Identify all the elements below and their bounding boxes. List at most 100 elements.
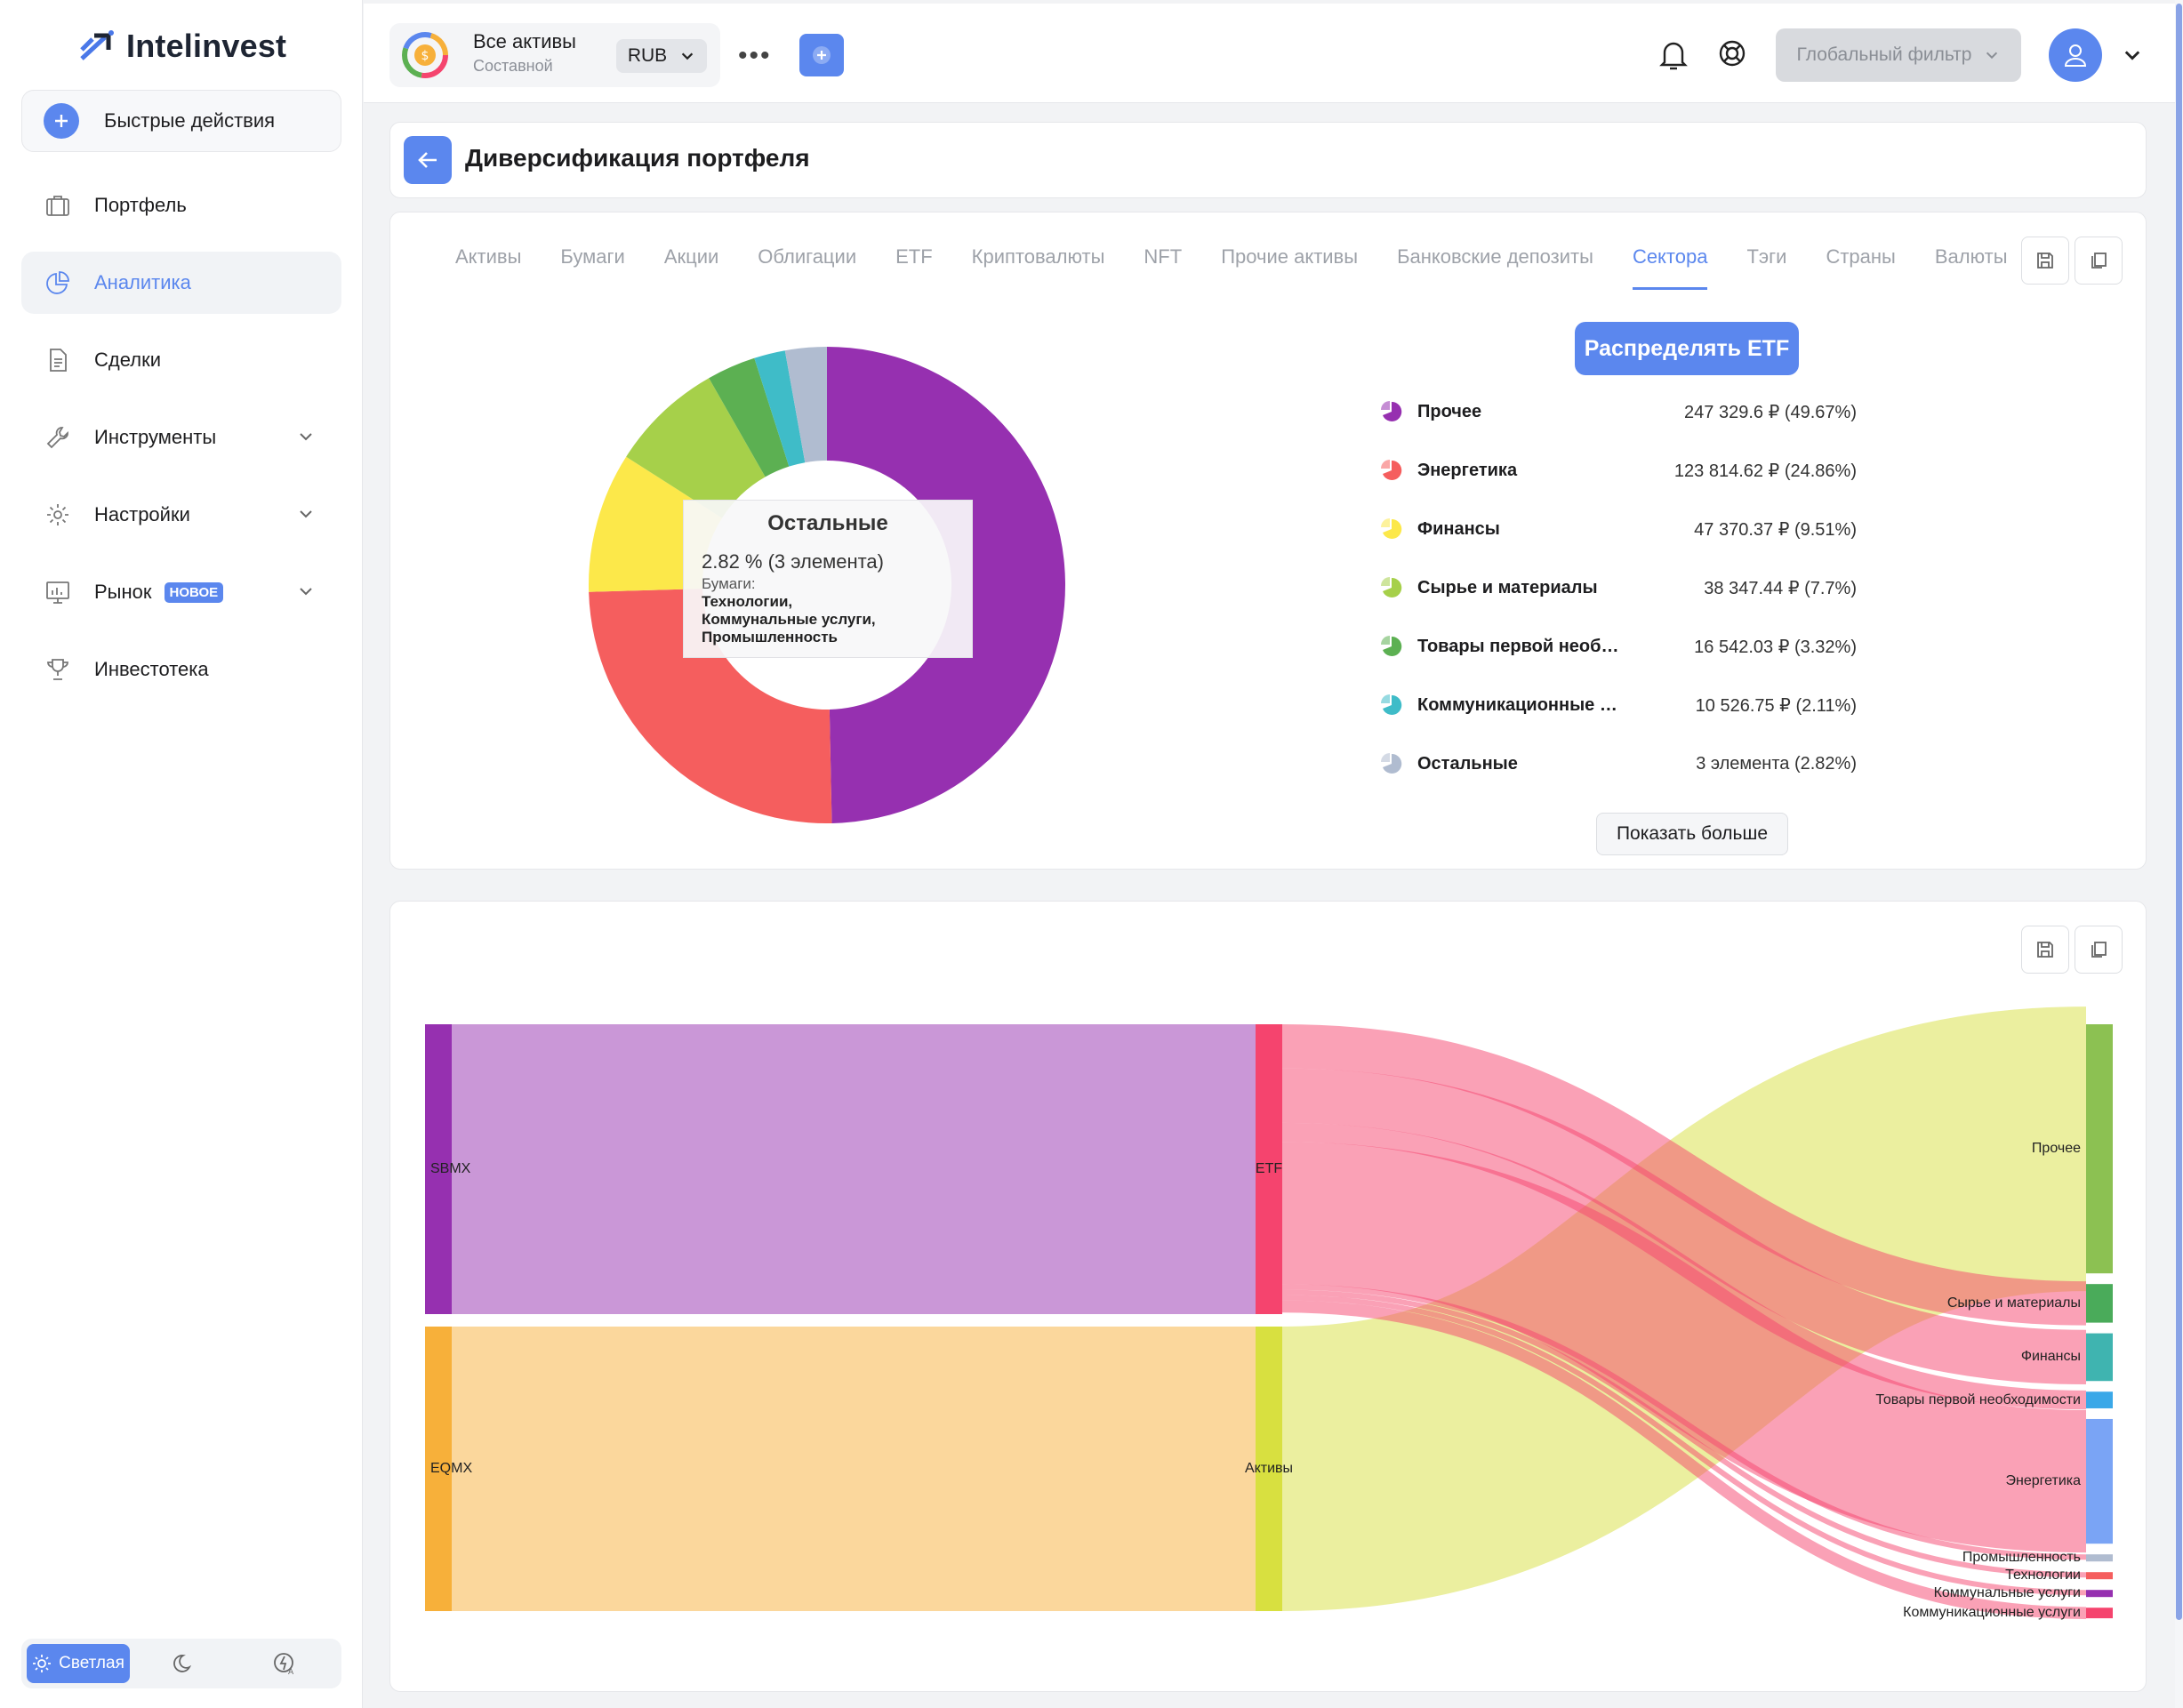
legend-value: 47 370.37 ₽ (9.51%) — [1694, 519, 1857, 540]
tab-bonds[interactable]: Облигации — [758, 245, 857, 268]
back-button[interactable] — [404, 136, 452, 184]
svg-text:$: $ — [421, 49, 429, 63]
legend-value: 10 526.75 ₽ (2.11%) — [1695, 695, 1857, 716]
sankey-node-label: Финансы — [2020, 1349, 2081, 1365]
app-logo[interactable]: Intelinvest — [78, 25, 286, 68]
sankey-node-2[interactable] — [425, 1326, 452, 1611]
arrow-left-icon — [418, 152, 437, 168]
sankey-link-11[interactable] — [1281, 1300, 2087, 1619]
sankey-link-5[interactable] — [1281, 1068, 2087, 1385]
pie-slice-5[interactable] — [709, 357, 790, 477]
sankey-node-6[interactable] — [2086, 1284, 2113, 1323]
sidebar-item-portfolio[interactable]: Портфель — [21, 174, 341, 237]
sankey-link-10[interactable] — [1281, 1295, 2087, 1596]
legend-item[interactable]: Коммуникационные … 10 526.75 ₽ (2.11%) — [1380, 689, 1857, 721]
tooltip-line: Технологии, — [702, 593, 793, 610]
sankey-link-7[interactable] — [1281, 1142, 2087, 1553]
legend-item[interactable]: Остальные 3 элемента (2.82%) — [1380, 748, 1857, 780]
tab-securities[interactable]: Бумаги — [560, 245, 625, 268]
theme-dark-button[interactable] — [130, 1644, 233, 1683]
sidebar-item-analytics[interactable]: Аналитика — [21, 252, 341, 314]
briefcase-icon — [46, 196, 69, 216]
sankey-node-9[interactable] — [2086, 1418, 2113, 1544]
tab-stocks[interactable]: Акции — [663, 245, 719, 268]
bell-icon[interactable] — [1657, 37, 1689, 73]
sankey-node-label: Активы — [1244, 1460, 1294, 1476]
copy-sankey-button[interactable] — [2075, 926, 2123, 974]
show-more-button[interactable]: Показать больше — [1596, 813, 1788, 855]
pie-slice-2[interactable] — [589, 589, 832, 823]
sidebar-item-investoteka[interactable]: Инвестотека — [21, 638, 341, 701]
distribute-etf-button[interactable]: Распределять ETF — [1575, 322, 1799, 375]
sankey-node-13[interactable] — [2086, 1608, 2113, 1619]
tab-etf[interactable]: ETF — [895, 245, 933, 268]
legend-value: 247 329.6 ₽ (49.67%) — [1684, 402, 1857, 422]
sankey-node-12[interactable] — [2086, 1590, 2113, 1598]
sankey-link-8[interactable] — [1281, 1284, 2087, 1560]
tab-countries[interactable]: Страны — [1826, 245, 1896, 268]
sidebar-item-tools[interactable]: Инструменты — [21, 406, 341, 469]
sidebar-item-market[interactable]: Рынок НОВОЕ — [21, 561, 341, 623]
theme-switcher: Светлая A — [21, 1639, 341, 1688]
sankey-link-4[interactable] — [1281, 1023, 2087, 1326]
sankey-node-11[interactable] — [2086, 1572, 2113, 1580]
tab-nft[interactable]: NFT — [1144, 245, 1183, 268]
tab-tags[interactable]: Тэги — [1746, 245, 1787, 268]
save-chart-button[interactable] — [2021, 237, 2069, 285]
sankey-node-5[interactable] — [2086, 1024, 2113, 1274]
sankey-link-9[interactable] — [1281, 1289, 2087, 1578]
currency-select[interactable]: RUB — [616, 39, 707, 73]
pie-slice-1[interactable] — [827, 347, 1065, 823]
sidebar-item-settings[interactable]: Настройки — [21, 484, 341, 546]
sankey-node-8[interactable] — [2086, 1391, 2113, 1408]
legend-item[interactable]: Товары первой необ… 16 542.03 ₽ (3.32%) — [1380, 630, 1857, 662]
tab-bank-deposits[interactable]: Банковские депозиты — [1397, 245, 1593, 268]
sankey-node-3[interactable] — [1256, 1024, 1282, 1314]
market-chart-icon — [46, 581, 69, 604]
help-lifebuoy-icon[interactable] — [1716, 37, 1748, 69]
gear-icon — [47, 504, 68, 525]
avatar[interactable] — [2049, 28, 2102, 82]
legend-item[interactable]: Энергетика 123 814.62 ₽ (24.86%) — [1380, 454, 1857, 486]
new-badge: НОВОЕ — [164, 581, 224, 603]
tab-crypto[interactable]: Криптовалюты — [971, 245, 1105, 268]
copy-icon — [2091, 942, 2107, 958]
sankey-node-10[interactable] — [2086, 1554, 2113, 1562]
account-chevron-down-icon[interactable] — [2122, 44, 2143, 66]
add-portfolio-button[interactable] — [799, 34, 844, 76]
sidebar-item-deals[interactable]: Сделки — [21, 329, 341, 391]
tab-assets[interactable]: Активы — [455, 245, 522, 268]
tab-sectors[interactable]: Сектора — [1613, 245, 1728, 290]
logo-arrow-icon — [80, 30, 114, 60]
sidebar-item-label: Аналитика — [94, 271, 191, 293]
legend-name: Коммуникационные … — [1417, 694, 1617, 715]
tab-currencies[interactable]: Валюты — [1934, 245, 2008, 268]
legend-name: Энергетика — [1417, 460, 1518, 480]
more-options-icon[interactable]: ••• — [738, 41, 772, 70]
pie-slice-7[interactable] — [784, 347, 827, 463]
copy-chart-button[interactable] — [2075, 237, 2123, 285]
legend-item[interactable]: Финансы 47 370.37 ₽ (9.51%) — [1380, 513, 1857, 545]
global-filter-button[interactable]: Глобальный фильтр — [1776, 28, 2021, 82]
tab-other-assets[interactable]: Прочие активы — [1221, 245, 1359, 268]
pie-legend-icon — [1381, 694, 1402, 715]
save-sankey-button[interactable] — [2021, 926, 2069, 974]
scrollbar-thumb[interactable] — [2176, 4, 2182, 1620]
sankey-node-1[interactable] — [425, 1024, 452, 1314]
quick-actions-button[interactable]: Быстрые действия — [21, 90, 341, 152]
tooltip-line: Коммунальные услуги, — [702, 611, 876, 628]
sankey-node-4[interactable] — [1256, 1326, 1282, 1611]
sidebar-item-label: Инвестотека — [94, 658, 209, 680]
theme-light-button[interactable]: Светлая — [27, 1644, 130, 1683]
theme-auto-button[interactable]: A — [233, 1644, 336, 1683]
pie-slice-6[interactable] — [754, 350, 806, 467]
diversification-tabs: Активы Бумаги Акции Облигации ETF Крипто… — [436, 245, 2027, 290]
legend-item[interactable]: Сырье и материалы 38 347.44 ₽ (7.7%) — [1380, 572, 1857, 604]
legend-value: 38 347.44 ₽ (7.7%) — [1704, 578, 1857, 598]
pie-slice-4[interactable] — [626, 378, 766, 518]
legend-item[interactable]: Прочее 247 329.6 ₽ (49.67%) — [1380, 396, 1857, 428]
portfolio-coin-icon: $ — [402, 32, 448, 78]
app-name: Intelinvest — [126, 28, 287, 64]
sankey-node-7[interactable] — [2086, 1333, 2113, 1382]
